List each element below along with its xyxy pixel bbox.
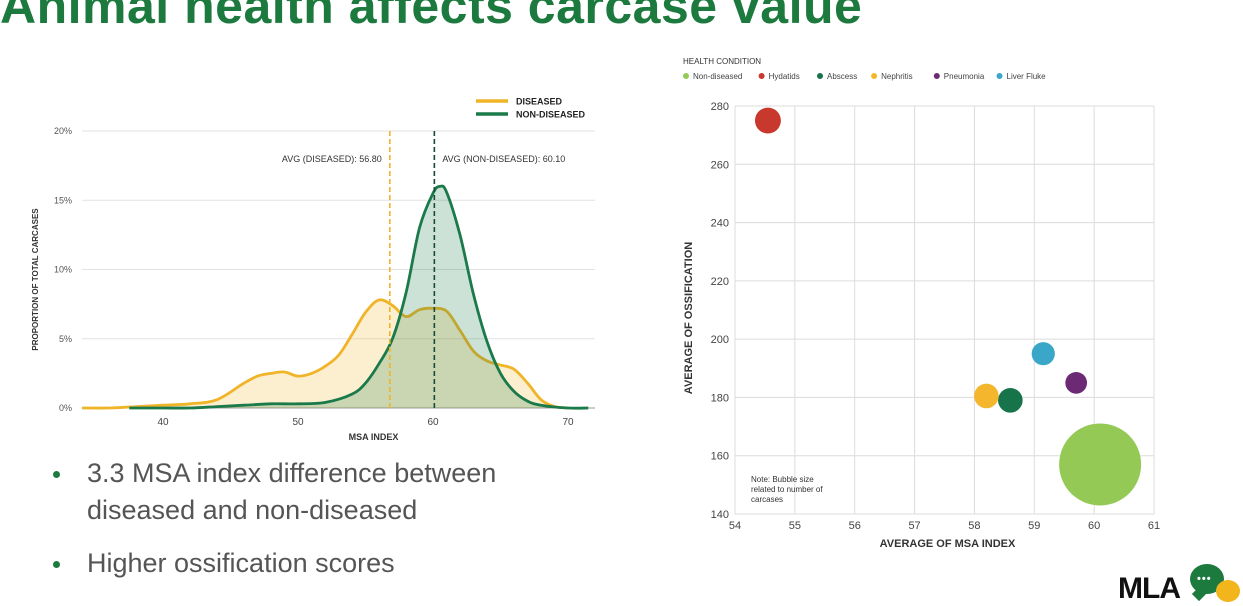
- x-tick-label: 60: [427, 417, 439, 428]
- average-label: AVG (DISEASED): 56.80: [282, 154, 382, 164]
- bubble-size-note: Note: Bubble size related to number of car…: [751, 475, 823, 504]
- x-tick-label: 58: [968, 520, 980, 532]
- x-tick-label: 60: [1088, 520, 1100, 532]
- bubble: [974, 383, 999, 409]
- series-area: [129, 185, 589, 409]
- y-tick-label: 20%: [54, 126, 72, 136]
- average-label: AVG (NON-DISEASED): 60.10: [442, 154, 565, 164]
- x-tick-label: 61: [1148, 520, 1160, 532]
- yellow-bubble-icon: [1216, 580, 1240, 602]
- x-tick-label: 54: [729, 520, 741, 532]
- x-tick-label: 56: [849, 520, 861, 532]
- bubble: [998, 388, 1023, 413]
- bubble: [754, 107, 781, 134]
- series-line: [81, 298, 569, 410]
- y-tick-label: 15%: [54, 195, 72, 205]
- legend-swatch: [817, 73, 823, 79]
- legend-label: DISEASED: [516, 97, 563, 107]
- y-tick-label: 160: [711, 451, 729, 463]
- x-tick-label: 50: [292, 417, 304, 428]
- y-tick-label: 240: [711, 218, 729, 230]
- bubble: [1065, 372, 1088, 394]
- legend-label: Nephritis: [881, 72, 913, 81]
- series-line: [129, 184, 589, 410]
- x-axis-label: AVERAGE OF MSA INDEX: [880, 538, 1016, 550]
- legend-swatch: [871, 73, 878, 79]
- legend-title: HEALTH CONDITION: [683, 57, 761, 66]
- dots-icon: •••: [1197, 573, 1212, 585]
- series-area: [82, 299, 568, 409]
- y-tick-label: 140: [711, 509, 729, 521]
- bubble: [1031, 342, 1055, 366]
- y-tick-label: 10%: [54, 265, 72, 275]
- y-tick-label: 220: [711, 276, 729, 288]
- legend-swatch: [933, 73, 940, 79]
- legend-label: Hydatids: [769, 72, 800, 81]
- y-tick-label: 180: [711, 392, 729, 404]
- mla-logo: MLA •••: [1118, 560, 1243, 605]
- x-tick-label: 70: [562, 417, 574, 428]
- y-tick-label: 0%: [59, 403, 72, 413]
- bubble: [1059, 423, 1142, 506]
- legend-swatch: [996, 73, 1003, 79]
- y-tick-label: 5%: [59, 334, 72, 344]
- y-axis-label: AVERAGE OF OSSIFICATION: [683, 242, 695, 394]
- bullet-ossification: Higher ossification scores: [50, 545, 557, 582]
- x-tick-label: 59: [1028, 520, 1040, 532]
- x-tick-label: 40: [157, 417, 169, 428]
- key-points-list: 3.3 MSA index difference between disease…: [50, 455, 557, 598]
- x-tick-label: 57: [908, 520, 920, 532]
- y-tick-label: 260: [711, 159, 729, 171]
- y-axis-label: PROPORTION OF TOTAL CARCASES: [31, 208, 40, 351]
- ossification-bubble-chart: 140 160 180 200 220 240 260 280 54 55 56 57 58 59 60 61…: [683, 57, 1160, 550]
- legend-swatch: [683, 73, 689, 79]
- x-tick-label: 55: [789, 520, 801, 532]
- legend-label: Pneumonia: [944, 72, 985, 81]
- bullet-msa-difference: 3.3 MSA index difference between disease…: [50, 455, 557, 529]
- page-title: Animal health affects carcase value: [0, 0, 863, 34]
- y-tick-label: 280: [711, 101, 729, 113]
- x-axis-label: MSA INDEX: [349, 432, 399, 442]
- legend-swatch: [758, 73, 765, 79]
- y-tick-label: 200: [711, 334, 729, 346]
- legend-label: NON-DISEASED: [516, 110, 586, 120]
- msa-density-chart: 0% 5% 10% 15% 20% 40 50 60 70 MSA INDEX PROPORTION…: [31, 97, 595, 442]
- legend-label: Liver Fluke: [1007, 72, 1047, 81]
- logo-text: MLA: [1118, 572, 1181, 605]
- legend-label: Non-diseased: [693, 72, 742, 81]
- legend-label: Abscess: [827, 72, 857, 81]
